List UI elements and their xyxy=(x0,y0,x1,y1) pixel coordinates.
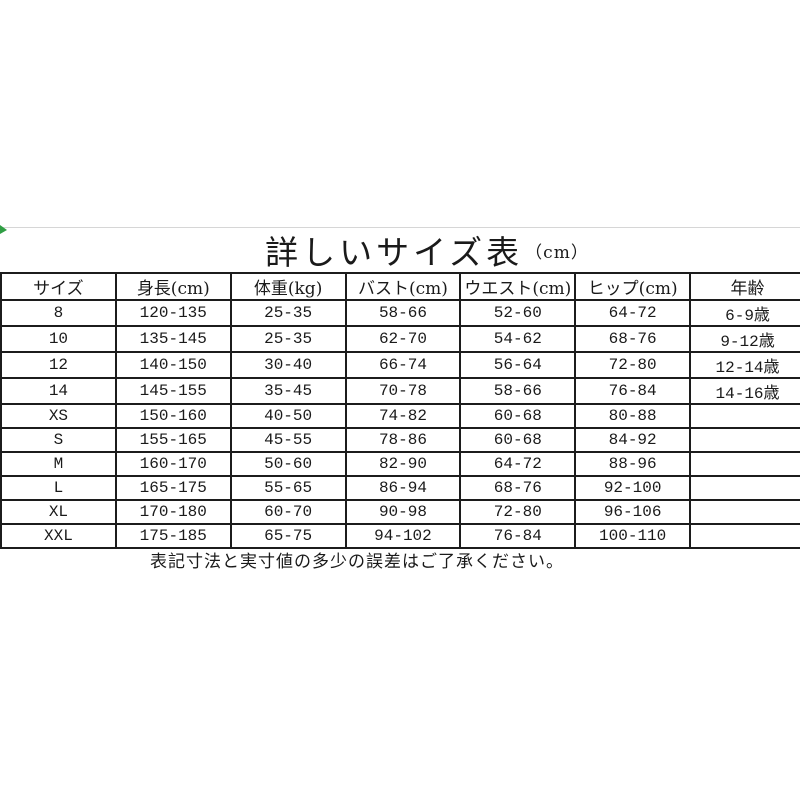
column-header-hip: ヒップ(cm) xyxy=(574,272,692,301)
cell-size: 12 xyxy=(0,351,117,379)
table-row-size-XS: XS 150-160 40-50 74-82 60-68 80-88 xyxy=(0,403,800,429)
cell-height: 120-135 xyxy=(114,299,232,327)
cell-age: 12-14歳 xyxy=(689,351,800,379)
cell-waist: 58-66 xyxy=(459,377,577,405)
cell-waist: 54-62 xyxy=(459,325,577,353)
cell-waist: 68-76 xyxy=(459,475,577,501)
cell-size: 10 xyxy=(0,325,117,353)
cell-waist: 60-68 xyxy=(459,403,577,429)
cell-age xyxy=(689,403,800,429)
page-title: 詳しいサイズ表 （cm） xyxy=(0,228,800,272)
cell-hip: 80-88 xyxy=(574,403,692,429)
cell-bust: 78-86 xyxy=(344,427,462,453)
cell-height: 150-160 xyxy=(114,403,232,429)
cell-size: M xyxy=(0,451,117,477)
cell-bust: 58-66 xyxy=(344,299,462,327)
cell-hip: 88-96 xyxy=(574,451,692,477)
cell-age xyxy=(689,451,800,477)
green-corner-mark-icon xyxy=(0,225,7,234)
cell-hip: 64-72 xyxy=(574,299,692,327)
cell-bust: 86-94 xyxy=(344,475,462,501)
cell-weight: 30-40 xyxy=(229,351,347,379)
cell-waist: 56-64 xyxy=(459,351,577,379)
cell-size: XL xyxy=(0,499,117,525)
column-header-height: 身長(cm) xyxy=(114,272,232,301)
column-header-waist: ウエスト(cm) xyxy=(459,272,577,301)
cell-hip: 92-100 xyxy=(574,475,692,501)
cell-bust: 62-70 xyxy=(344,325,462,353)
cell-age: 9-12歳 xyxy=(689,325,800,353)
cell-age xyxy=(689,499,800,525)
cell-weight: 55-65 xyxy=(229,475,347,501)
cell-hip: 76-84 xyxy=(574,377,692,405)
top-divider-line xyxy=(0,227,800,228)
cell-height: 145-155 xyxy=(114,377,232,405)
cell-bust: 66-74 xyxy=(344,351,462,379)
cell-waist: 60-68 xyxy=(459,427,577,453)
table-row-size-14: 14 145-155 35-45 70-78 58-66 76-84 14-16歳 xyxy=(0,377,800,405)
table-row-size-12: 12 140-150 30-40 66-74 56-64 72-80 12-14歳 xyxy=(0,351,800,379)
cell-size: 8 xyxy=(0,299,117,327)
cell-hip: 100-110 xyxy=(574,523,692,549)
cell-height: 135-145 xyxy=(114,325,232,353)
cell-height: 170-180 xyxy=(114,499,232,525)
page-title-unit: （cm） xyxy=(525,242,589,263)
cell-size: 14 xyxy=(0,377,117,405)
cell-hip: 68-76 xyxy=(574,325,692,353)
cell-hip: 96-106 xyxy=(574,499,692,525)
table-row-size-S: S 155-165 45-55 78-86 60-68 84-92 xyxy=(0,427,800,453)
cell-weight: 25-35 xyxy=(229,325,347,353)
size-chart-table: サイズ 身長(cm) 体重(kg) バスト(cm) ウエスト(cm) ヒップ(cm) 年齢 … xyxy=(0,272,800,549)
table-row-size-8: 8 120-135 25-35 58-66 52-60 64-72 6-9歳 xyxy=(0,299,800,327)
column-header-size: サイズ xyxy=(0,272,117,301)
cell-size: XS xyxy=(0,403,117,429)
cell-age: 14-16歳 xyxy=(689,377,800,405)
cell-waist: 76-84 xyxy=(459,523,577,549)
cell-age xyxy=(689,523,800,549)
cell-height: 160-170 xyxy=(114,451,232,477)
column-header-weight: 体重(kg) xyxy=(229,272,347,301)
cell-waist: 52-60 xyxy=(459,299,577,327)
cell-weight: 45-55 xyxy=(229,427,347,453)
footer-note: 表記寸法と実寸値の多少の誤差はご了承ください。 xyxy=(150,552,564,572)
cell-height: 155-165 xyxy=(114,427,232,453)
table-row-size-XXL: XXL 175-185 65-75 94-102 76-84 100-110 xyxy=(0,523,800,549)
cell-size: S xyxy=(0,427,117,453)
cell-bust: 74-82 xyxy=(344,403,462,429)
table-header-row: サイズ 身長(cm) 体重(kg) バスト(cm) ウエスト(cm) ヒップ(cm) 年齢 xyxy=(0,272,800,301)
cell-weight: 65-75 xyxy=(229,523,347,549)
cell-bust: 90-98 xyxy=(344,499,462,525)
cell-age: 6-9歳 xyxy=(689,299,800,327)
table-row-size-M: M 160-170 50-60 82-90 64-72 88-96 xyxy=(0,451,800,477)
cell-weight: 50-60 xyxy=(229,451,347,477)
cell-bust: 70-78 xyxy=(344,377,462,405)
cell-height: 140-150 xyxy=(114,351,232,379)
cell-age xyxy=(689,475,800,501)
cell-size: L xyxy=(0,475,117,501)
page-title-text: 詳しいサイズ表 xyxy=(265,233,524,272)
cell-weight: 35-45 xyxy=(229,377,347,405)
cell-waist: 72-80 xyxy=(459,499,577,525)
cell-size: XXL xyxy=(0,523,117,549)
cell-bust: 82-90 xyxy=(344,451,462,477)
cell-height: 175-185 xyxy=(114,523,232,549)
cell-height: 165-175 xyxy=(114,475,232,501)
table-row-size-XL: XL 170-180 60-70 90-98 72-80 96-106 xyxy=(0,499,800,525)
cell-weight: 25-35 xyxy=(229,299,347,327)
cell-bust: 94-102 xyxy=(344,523,462,549)
cell-age xyxy=(689,427,800,453)
cell-weight: 60-70 xyxy=(229,499,347,525)
column-header-bust: バスト(cm) xyxy=(344,272,462,301)
cell-hip: 72-80 xyxy=(574,351,692,379)
cell-hip: 84-92 xyxy=(574,427,692,453)
cell-weight: 40-50 xyxy=(229,403,347,429)
cell-waist: 64-72 xyxy=(459,451,577,477)
table-row-size-L: L 165-175 55-65 86-94 68-76 92-100 xyxy=(0,475,800,501)
table-row-size-10: 10 135-145 25-35 62-70 54-62 68-76 9-12歳 xyxy=(0,325,800,353)
column-header-age: 年齢 xyxy=(689,272,800,301)
